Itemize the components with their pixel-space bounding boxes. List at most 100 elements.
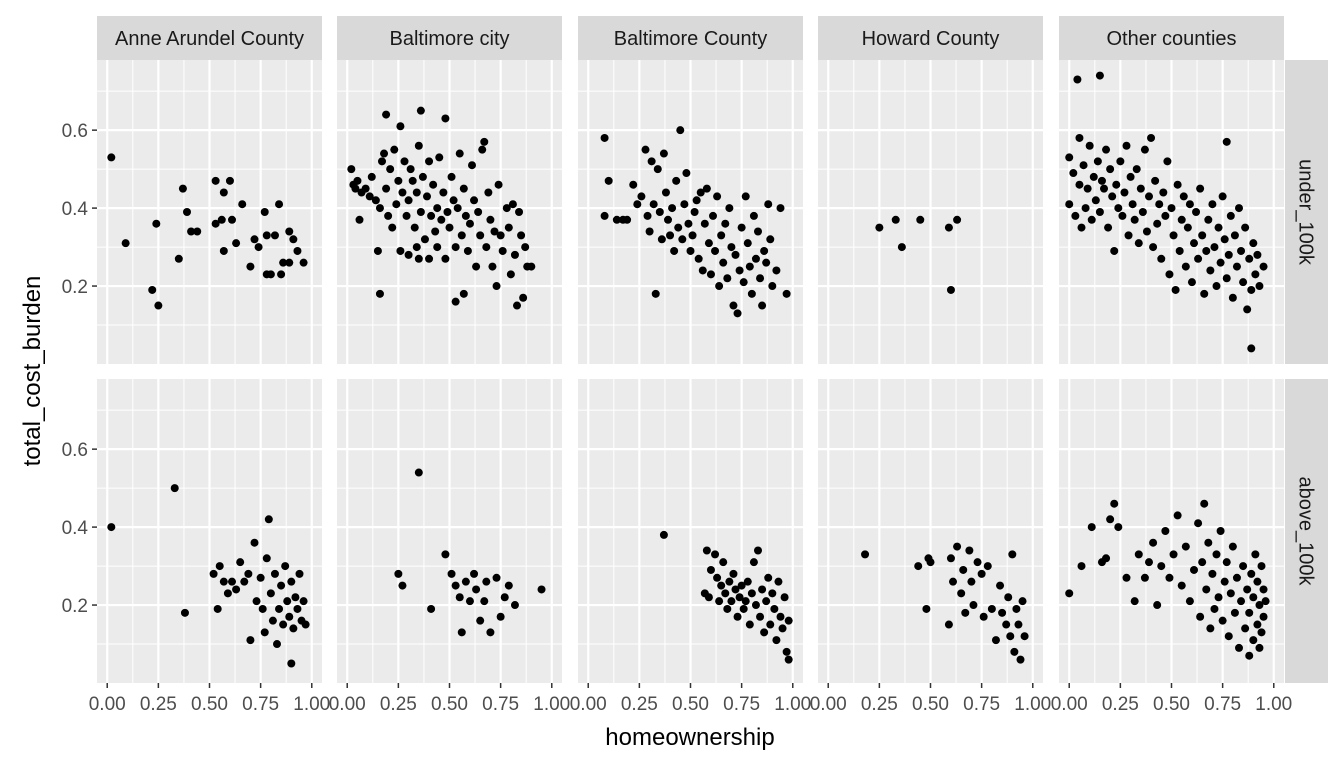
data-point: [965, 546, 974, 555]
data-point: [1181, 262, 1190, 271]
data-point: [388, 223, 397, 232]
data-point: [1104, 223, 1113, 232]
data-point: [1097, 176, 1106, 185]
data-point: [519, 293, 528, 302]
data-point: [926, 558, 935, 567]
data-point: [784, 655, 793, 664]
data-point: [285, 227, 294, 236]
data-point: [275, 604, 284, 613]
data-point: [1124, 231, 1133, 240]
data-point: [451, 581, 460, 590]
data-point: [727, 597, 736, 606]
data-point: [1224, 250, 1233, 259]
data-point: [700, 219, 709, 228]
x-tick-label: 0.50: [191, 694, 228, 715]
data-point: [457, 231, 466, 240]
data-point: [287, 577, 296, 586]
data-point: [1183, 223, 1192, 232]
x-tick-label: 0.00: [810, 694, 847, 715]
data-point: [256, 573, 265, 582]
x-tick-label: 0.50: [1153, 694, 1190, 715]
data-point: [228, 577, 236, 586]
data-point: [1157, 254, 1166, 263]
data-point: [739, 278, 748, 287]
data-point: [1167, 204, 1176, 213]
data-point: [1232, 262, 1241, 271]
data-point: [476, 616, 485, 625]
column-strip-label: Baltimore County: [614, 28, 767, 50]
data-point: [1012, 604, 1021, 613]
column-strip-baltimore-county: [578, 16, 803, 60]
data-point: [394, 176, 403, 185]
data-point: [1249, 593, 1258, 602]
data-point: [1208, 569, 1217, 578]
data-point: [400, 157, 409, 166]
data-point: [521, 243, 530, 252]
data-point: [1249, 239, 1258, 248]
data-point: [301, 620, 310, 629]
data-point: [211, 219, 220, 228]
x-tick-label: 0.25: [140, 694, 177, 715]
data-point: [515, 208, 524, 216]
x-tick-label: 0.25: [861, 694, 898, 715]
data-point: [1118, 211, 1127, 220]
data-point: [1259, 612, 1268, 621]
data-point: [1140, 145, 1149, 154]
data-point: [733, 612, 742, 621]
data-point: [1212, 550, 1221, 559]
data-point: [457, 628, 466, 637]
data-point: [1200, 289, 1209, 298]
data-point: [1120, 188, 1129, 197]
data-point: [1251, 550, 1260, 559]
data-point: [420, 235, 429, 244]
data-point: [1071, 211, 1080, 220]
data-point: [439, 188, 448, 197]
data-point: [731, 250, 740, 259]
data-point: [508, 200, 517, 209]
data-point: [375, 204, 384, 213]
data-point: [380, 149, 389, 158]
panels-layer: [97, 60, 1284, 683]
data-point: [390, 145, 399, 154]
data-point: [743, 577, 752, 586]
data-point: [1226, 589, 1235, 598]
data-point: [494, 180, 503, 189]
x-tick-label: 0.75: [723, 694, 760, 715]
data-point: [1149, 538, 1158, 547]
data-point: [285, 612, 294, 621]
data-point: [1171, 285, 1180, 294]
data-point: [1206, 266, 1215, 275]
data-point: [1230, 608, 1239, 617]
data-point: [655, 208, 664, 216]
data-point: [455, 593, 464, 602]
x-axis-title: homeownership: [605, 724, 774, 751]
data-point: [396, 246, 405, 255]
data-point: [1230, 231, 1239, 240]
data-point: [674, 223, 683, 232]
data-point: [1259, 585, 1268, 594]
column-strip-baltimore-city: [337, 16, 562, 60]
data-point: [1253, 620, 1262, 629]
data-point: [1245, 608, 1254, 617]
data-point: [961, 608, 970, 617]
column-strip-anne-arundel-county: [97, 16, 322, 60]
data-point: [447, 172, 456, 181]
data-point: [702, 546, 711, 555]
data-point: [215, 562, 224, 571]
data-point: [1157, 562, 1166, 571]
data-point: [719, 258, 728, 267]
data-point: [513, 301, 521, 310]
data-point: [435, 153, 444, 162]
data-point: [1218, 616, 1227, 625]
data-point: [741, 597, 750, 606]
data-point: [1079, 161, 1088, 170]
data-point: [273, 640, 281, 649]
row-strip-label: above_100k: [1295, 477, 1317, 587]
data-point: [768, 589, 777, 598]
data-point: [957, 589, 966, 598]
data-point: [270, 569, 279, 578]
data-point: [1155, 200, 1164, 209]
y-tick-label: 0.6: [62, 121, 88, 142]
data-point: [914, 562, 923, 571]
data-point: [347, 165, 356, 174]
